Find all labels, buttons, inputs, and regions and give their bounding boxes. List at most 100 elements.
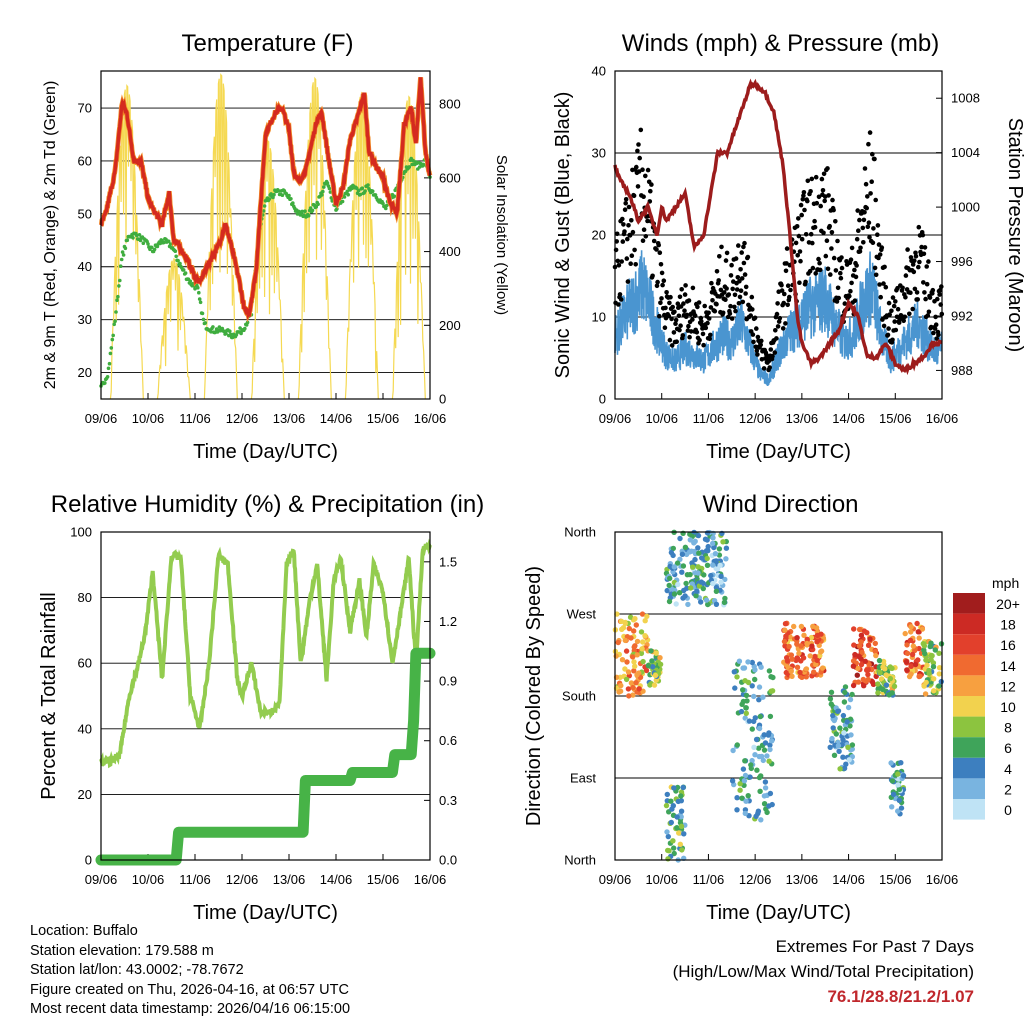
x-tick-label: 09/06	[85, 872, 118, 887]
direction-point	[737, 787, 743, 793]
gust-point	[699, 319, 704, 324]
direction-point	[756, 745, 762, 751]
direction-point	[875, 690, 881, 696]
gust-point	[829, 230, 835, 235]
gust-point	[784, 261, 789, 266]
gust-point	[706, 316, 712, 321]
gust-point	[618, 297, 624, 302]
direction-point	[626, 625, 632, 632]
gust-point	[690, 317, 695, 322]
x-tick-label: 15/06	[367, 411, 400, 426]
direction-point	[633, 622, 639, 628]
gust-point	[902, 314, 908, 320]
dewpoint-point	[366, 183, 370, 187]
gust-point	[742, 240, 747, 246]
gust-point	[737, 294, 743, 300]
direction-point	[915, 657, 921, 663]
gust-point	[708, 305, 714, 310]
gust-point	[724, 250, 730, 256]
direction-point	[622, 620, 628, 626]
direction-point	[653, 650, 659, 656]
x-tick-label: 10/06	[132, 872, 165, 887]
dewpoint-point	[166, 239, 171, 244]
gust-point	[869, 179, 874, 184]
direction-point	[674, 560, 681, 566]
dewpoint-point	[183, 271, 188, 275]
gust-point	[857, 217, 862, 223]
direction-point	[781, 638, 788, 645]
direction-point	[673, 601, 679, 607]
gust-point	[662, 325, 668, 331]
gust-point	[913, 250, 918, 256]
y-tick-label: East	[570, 771, 596, 786]
direction-point	[835, 743, 842, 749]
direction-point	[722, 576, 728, 583]
direction-point	[789, 656, 795, 662]
dewpoint-point	[280, 193, 285, 197]
dewpoint-point	[125, 238, 130, 242]
direction-point	[841, 765, 848, 771]
gust-point	[833, 268, 839, 273]
plot-frame	[100, 531, 431, 861]
gust-point	[890, 337, 895, 343]
direction-point	[862, 658, 868, 664]
dewpoint-point	[385, 203, 389, 208]
y-tick-label: South	[562, 689, 596, 704]
gust-point	[680, 333, 686, 338]
gust-point	[781, 300, 786, 306]
dewpoint-point	[321, 189, 325, 194]
gust-point	[740, 299, 746, 305]
gust-point	[866, 141, 871, 147]
gust-point	[672, 309, 677, 315]
x-tick-label: 15/06	[879, 872, 912, 887]
dewpoint-point	[239, 331, 243, 336]
gust-point	[620, 239, 626, 244]
y-tick-label: North	[564, 525, 596, 540]
direction-point	[628, 680, 635, 686]
dewpoint-point	[381, 201, 385, 206]
gust-point	[628, 261, 633, 267]
direction-point	[856, 626, 863, 633]
dewpoint-point	[421, 162, 426, 167]
direction-point	[703, 597, 710, 603]
dewpoint-point	[238, 326, 242, 330]
direction-point	[671, 845, 677, 851]
gust-point	[754, 348, 760, 354]
gust-point	[788, 287, 793, 293]
direction-point	[626, 693, 632, 699]
gust-point	[867, 130, 873, 135]
direction-point	[908, 624, 914, 630]
gust-point	[916, 224, 922, 230]
y2-tick-label: 800	[439, 97, 461, 112]
gust-point	[751, 339, 756, 345]
gust-point	[683, 283, 688, 288]
direction-point	[842, 684, 849, 690]
gust-point	[939, 284, 944, 289]
gust-point	[834, 299, 840, 304]
gust-point	[640, 167, 645, 172]
gust-point	[879, 245, 885, 250]
direction-point	[770, 674, 776, 681]
gust-point	[816, 194, 822, 200]
direction-point	[664, 791, 670, 798]
direction-point	[663, 802, 670, 809]
y-tick-label: 100	[70, 525, 92, 540]
dewpoint-point	[196, 285, 200, 290]
gust-point	[856, 228, 861, 233]
direction-point	[890, 791, 897, 797]
gust-point	[629, 253, 635, 258]
gust-point	[617, 292, 623, 297]
direction-point	[851, 626, 857, 632]
gust-point	[732, 304, 737, 310]
dewpoint-point	[327, 186, 332, 191]
gust-point	[889, 308, 894, 314]
x-tick-label: 09/06	[599, 872, 632, 887]
direction-point	[819, 665, 826, 671]
direction-point	[760, 757, 766, 764]
gust-point	[833, 219, 838, 224]
dewpoint-point	[113, 319, 117, 324]
direction-point	[616, 689, 622, 695]
direction-point	[657, 655, 663, 661]
colorbar-swatch	[953, 696, 985, 717]
gust-point	[793, 240, 799, 246]
